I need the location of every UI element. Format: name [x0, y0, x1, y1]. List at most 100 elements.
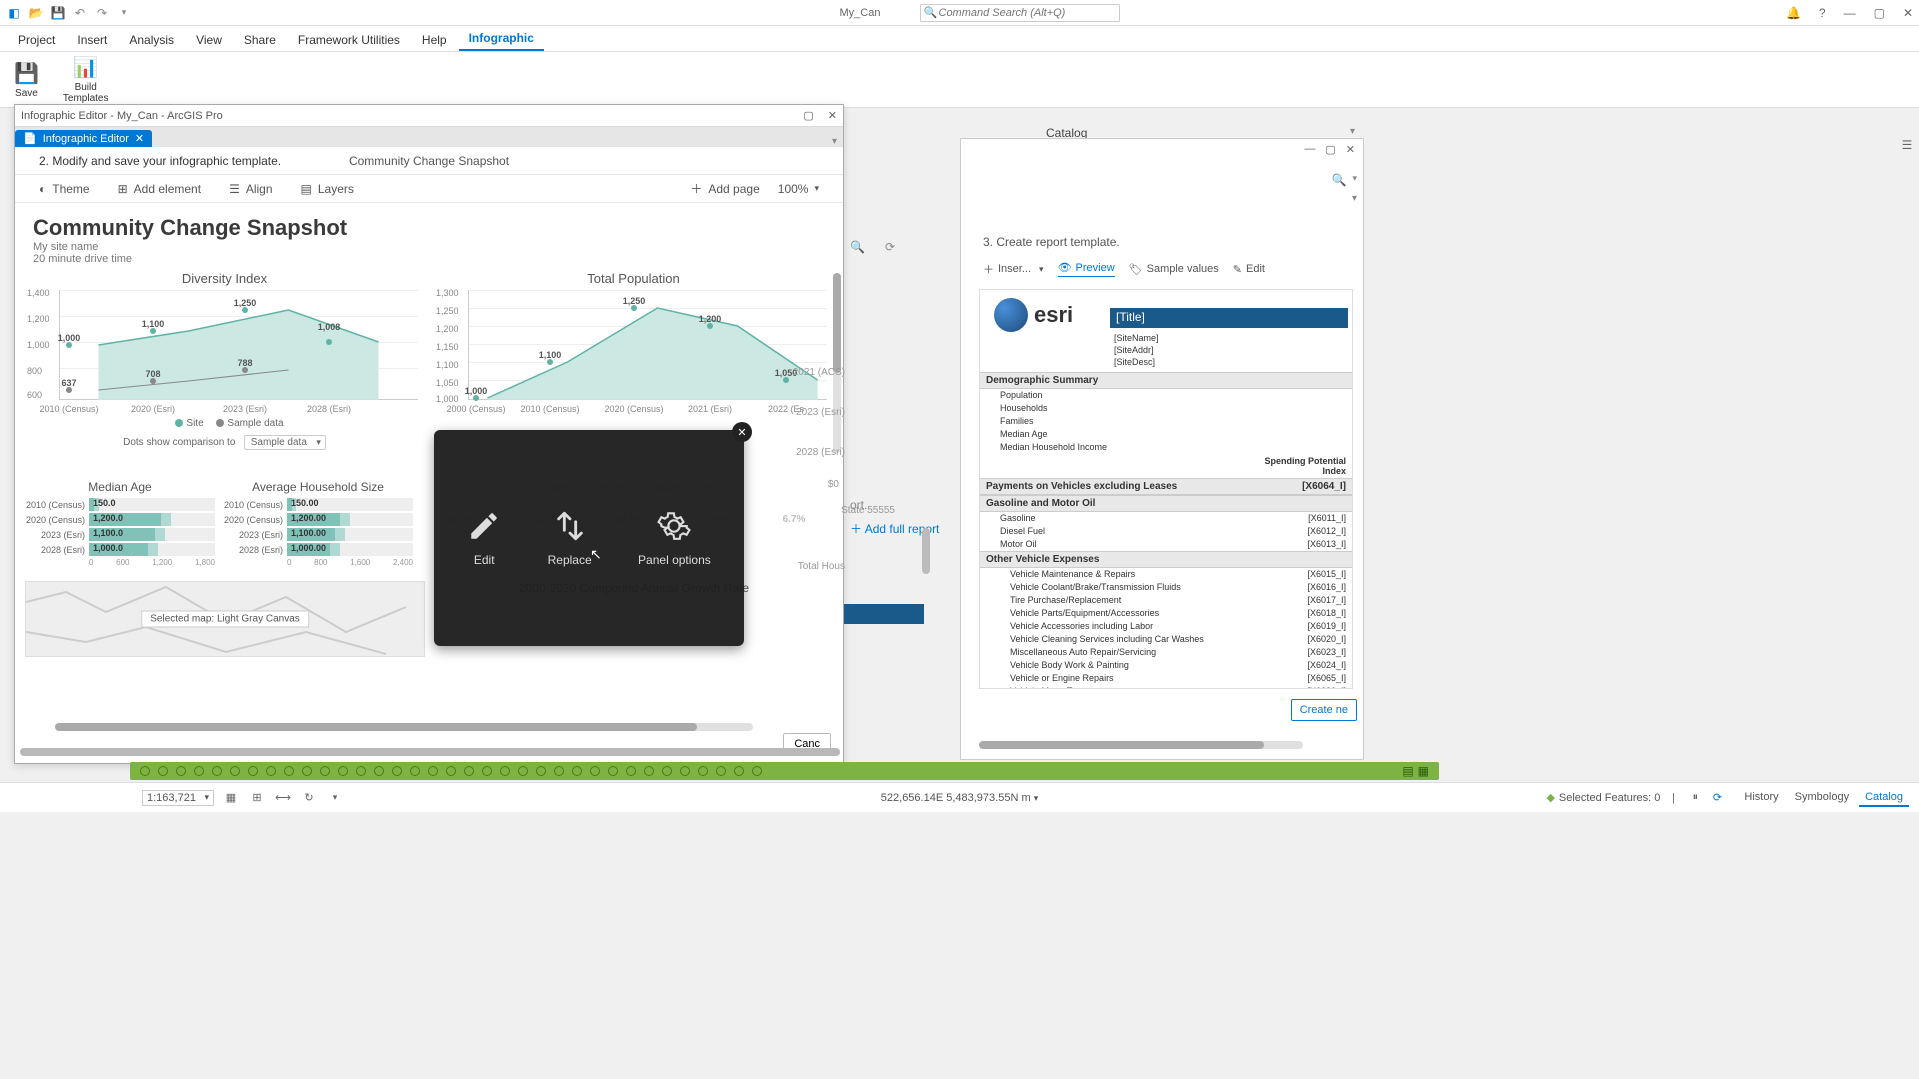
diversity-chart[interactable]: Diversity Index 1,400 1,200 1,000 800 60…: [25, 271, 424, 450]
add-page-button[interactable]: ＋Add page: [690, 180, 759, 197]
compare-select[interactable]: Sample data: [244, 435, 326, 450]
report-toolbar: ＋Inser...▾ 👁Preview 🏷Sample values ✎Edit: [983, 261, 1363, 277]
dropdown-icon[interactable]: ▾: [1352, 173, 1357, 187]
tab-view[interactable]: View: [186, 29, 232, 51]
build-templates-icon: 📊: [73, 55, 98, 80]
pencil-icon: [467, 509, 501, 543]
popup-panel-options[interactable]: Panel options: [638, 509, 711, 567]
add-element-button[interactable]: ⊞Add element: [118, 182, 201, 196]
search-icon[interactable]: 🔍: [1332, 173, 1347, 187]
sample-values-button[interactable]: 🏷Sample values: [1129, 263, 1219, 276]
xtick: 2020 (Census): [604, 404, 663, 414]
mid-scroll[interactable]: [922, 528, 930, 574]
editor-toolbar: ◐Theme ⊞Add element ☰Align ▤Layers ＋Add …: [15, 175, 843, 203]
align-button[interactable]: ☰Align: [229, 182, 272, 196]
basemap-preview[interactable]: Selected map: Light Gray Canvas: [25, 581, 425, 657]
tab-insert[interactable]: Insert: [67, 29, 117, 51]
bar-row: 2023 (Esri)1,100.00: [223, 528, 413, 541]
editor-tab[interactable]: 📄 Infographic Editor ✕: [15, 130, 152, 147]
sb-grid-icon[interactable]: ▦: [222, 789, 240, 807]
tab-share[interactable]: Share: [234, 29, 286, 51]
save-large-icon: 💾: [14, 61, 39, 86]
panel-minimize-icon[interactable]: —: [1304, 143, 1315, 156]
layers-icon[interactable]: ▤: [1402, 764, 1413, 778]
panel-close-icon[interactable]: ✕: [1346, 143, 1355, 156]
tab-infographic[interactable]: Infographic: [459, 27, 544, 51]
diversity-title: Diversity Index: [25, 271, 424, 286]
chevron-down-icon[interactable]: ▾: [1350, 126, 1355, 137]
population-chart[interactable]: Total Population 1,300 1,250 1,200 1,150…: [434, 271, 833, 450]
undo-icon[interactable]: ↶: [72, 5, 88, 21]
sb-rotate-icon[interactable]: ↻: [300, 789, 318, 807]
bar-row: 2028 (Esri)1,000.00: [223, 543, 413, 556]
editor-tab-close-icon[interactable]: ✕: [135, 132, 144, 145]
refresh-icon[interactable]: ⟳: [885, 240, 895, 254]
close-app-icon[interactable]: ✕: [1903, 6, 1913, 20]
tab-framework-utilities[interactable]: Framework Utilities: [288, 29, 410, 51]
diversity-legend: Site Sample data: [25, 418, 424, 429]
panel-maximize-icon[interactable]: ▢: [1325, 143, 1335, 156]
layers-button[interactable]: ▤Layers: [301, 182, 354, 196]
bar-row: 2010 (Census)150.0: [25, 498, 215, 511]
pencil-icon: ✎: [1233, 263, 1242, 276]
sb-dropdown-icon[interactable]: ▾: [326, 789, 344, 807]
search-icon[interactable]: 🔍: [850, 240, 865, 254]
theme-button[interactable]: ◐Theme: [39, 182, 90, 196]
insert-button[interactable]: ＋Inser...▾: [983, 261, 1044, 277]
qat-dropdown-icon[interactable]: ▾: [116, 5, 132, 21]
sb-pause-icon[interactable]: ⏸: [1686, 789, 1704, 807]
xtick: 2010 (Census): [39, 404, 98, 414]
maximize-icon[interactable]: ▢: [1874, 6, 1885, 20]
sb-measure-icon[interactable]: ⟷: [274, 789, 292, 807]
minimize-icon[interactable]: —: [1844, 6, 1856, 20]
command-search[interactable]: 🔍: [920, 4, 1120, 22]
editor-hscroll[interactable]: [55, 723, 753, 731]
menu-icon[interactable]: ☰: [1902, 138, 1913, 152]
create-new-button[interactable]: Create ne: [1291, 699, 1357, 721]
main-hscroll[interactable]: [20, 748, 840, 756]
editor-tab-dropdown-icon[interactable]: ▾: [832, 136, 837, 147]
timeline-dot-bar[interactable]: ▤▦: [130, 762, 1439, 780]
edit-button[interactable]: ✎Edit: [1233, 263, 1265, 276]
notifications-icon[interactable]: 🔔: [1786, 6, 1801, 20]
scale-selector[interactable]: 1:163,721▾: [142, 790, 214, 806]
zoom-selector[interactable]: 100%▾: [778, 182, 819, 196]
tab-project[interactable]: Project: [8, 29, 65, 51]
sample-values-label: Sample values: [1147, 263, 1219, 275]
statusbar-tab-catalog[interactable]: Catalog: [1859, 789, 1909, 807]
statusbar-tab-history[interactable]: History: [1738, 789, 1784, 807]
statusbar-tab-symbology[interactable]: Symbology: [1789, 789, 1855, 807]
build-templates-button[interactable]: 📊 Build Templates: [57, 53, 115, 106]
preview-button[interactable]: 👁Preview: [1058, 261, 1115, 277]
editor-maximize-icon[interactable]: ▢: [803, 109, 813, 122]
open-icon[interactable]: 📂: [28, 5, 44, 21]
save-button[interactable]: 💾 Save: [8, 59, 45, 101]
point-label: 1,250: [623, 296, 646, 306]
editor-close-icon[interactable]: ✕: [828, 109, 837, 122]
sb-snap-icon[interactable]: ⊞: [248, 789, 266, 807]
sb-refresh-icon[interactable]: ⟳: [1708, 789, 1726, 807]
popup-close-icon[interactable]: ✕: [732, 422, 752, 442]
canvas-vscroll[interactable]: [833, 273, 841, 453]
main-hscroll-right[interactable]: [848, 748, 1356, 756]
household-size-chart[interactable]: Average Household Size 2010 (Census)150.…: [223, 480, 413, 567]
help-icon[interactable]: ?: [1819, 6, 1826, 20]
canvas-title: Community Change Snapshot: [33, 215, 833, 241]
tab-help[interactable]: Help: [412, 29, 457, 51]
tab-analysis[interactable]: Analysis: [119, 29, 184, 51]
median-age-chart[interactable]: Median Age 2010 (Census)150.02020 (Censu…: [25, 480, 215, 567]
xtick: 2021 (Esri): [688, 404, 732, 414]
editor-titlebar: Infographic Editor - My_Can - ArcGIS Pro…: [15, 105, 843, 127]
popup-edit-option[interactable]: Edit: [467, 509, 501, 567]
redo-icon[interactable]: ↷: [94, 5, 110, 21]
site-desc-field: [SiteDesc]: [1114, 356, 1159, 368]
bar-row: 2020 (Census)1,200.00: [223, 513, 413, 526]
popup-replace-option[interactable]: Replace: [548, 509, 592, 567]
save-icon[interactable]: 💾: [50, 5, 66, 21]
project-name-label: My_Can: [840, 7, 881, 19]
chevron-down-icon[interactable]: ▾: [1352, 193, 1357, 204]
stub-label: 2021 (ACS): [793, 367, 845, 378]
stub-blue-bar: [844, 604, 924, 624]
grid-icon[interactable]: ▦: [1418, 764, 1429, 778]
command-search-input[interactable]: [920, 4, 1120, 22]
